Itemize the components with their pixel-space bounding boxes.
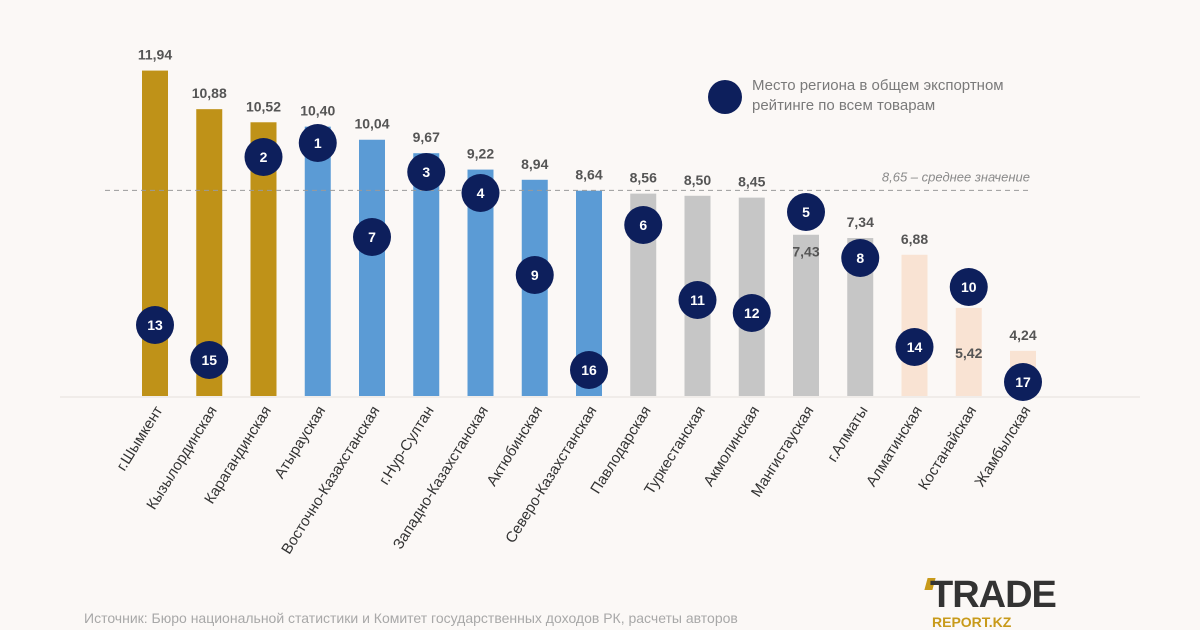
value-label: 8,45 bbox=[738, 174, 765, 190]
category-label: г.Алматы bbox=[824, 403, 872, 465]
category-label: Жамбылская bbox=[971, 403, 1034, 490]
rank-label: 5 bbox=[802, 204, 810, 220]
rank-marker bbox=[298, 124, 337, 162]
rank-label: 11 bbox=[690, 292, 705, 308]
bar bbox=[359, 139, 385, 396]
value-label: 10,04 bbox=[354, 116, 389, 132]
rank-label: 10 bbox=[961, 279, 977, 295]
category-label: Костанайская bbox=[915, 403, 980, 493]
rank-marker bbox=[787, 193, 825, 231]
value-label: 10,52 bbox=[246, 98, 281, 114]
category-label: г.Нур-Султан bbox=[376, 403, 438, 488]
bar bbox=[142, 70, 168, 397]
category-label: Западно-Казахстанская bbox=[390, 403, 492, 552]
value-label: 4,24 bbox=[1009, 327, 1036, 343]
rank-label: 9 bbox=[531, 267, 539, 283]
category-label: Восточно-Казахстанская bbox=[278, 403, 383, 557]
rank-marker bbox=[732, 294, 771, 332]
bar bbox=[901, 254, 928, 396]
value-label: 7,34 bbox=[847, 214, 874, 230]
bar bbox=[955, 307, 982, 396]
rank-label: 15 bbox=[201, 352, 217, 368]
rank-label: 13 bbox=[147, 317, 163, 333]
rank-label: 2 bbox=[260, 149, 268, 165]
bar bbox=[304, 126, 331, 396]
category-label: Актюбинская bbox=[484, 403, 547, 489]
value-label: 10,88 bbox=[192, 85, 227, 101]
value-label: 8,64 bbox=[575, 167, 602, 183]
logo: TRADE bbox=[930, 574, 1057, 616]
value-label: 5,42 bbox=[955, 345, 982, 361]
bar bbox=[413, 153, 440, 396]
source-note: Источник: Бюро национальной статистики и… bbox=[84, 610, 738, 626]
category-label: г.Шымкент bbox=[113, 403, 166, 474]
rank-label: 1 bbox=[314, 135, 322, 151]
rank-label: 12 bbox=[744, 305, 760, 321]
rank-label: 7 bbox=[368, 229, 376, 245]
rank-label: 17 bbox=[1015, 374, 1031, 390]
category-label: Северо-Казахстанская bbox=[502, 403, 600, 546]
value-label: 10,40 bbox=[300, 103, 335, 119]
category-label: Акмолинская bbox=[700, 403, 763, 489]
value-label: 9,67 bbox=[413, 129, 440, 145]
rank-marker bbox=[461, 174, 500, 212]
rank-marker bbox=[244, 138, 283, 176]
value-label: 8,56 bbox=[630, 170, 657, 186]
logo-subtitle: REPORT.KZ bbox=[932, 614, 1012, 630]
value-label: 11,94 bbox=[138, 47, 172, 63]
rank-marker bbox=[949, 268, 988, 306]
rank-label: 14 bbox=[907, 339, 923, 355]
value-label: 7,43 bbox=[792, 244, 819, 260]
rank-marker bbox=[136, 306, 174, 344]
rank-label: 4 bbox=[477, 185, 485, 201]
rank-marker bbox=[515, 256, 554, 294]
rank-marker bbox=[407, 153, 446, 191]
rank-label: 16 bbox=[581, 362, 597, 378]
rank-marker bbox=[1004, 363, 1042, 401]
rank-marker bbox=[353, 218, 391, 256]
rank-label: 8 bbox=[856, 250, 864, 266]
legend-marker-icon bbox=[708, 80, 742, 114]
value-label: 8,94 bbox=[521, 156, 548, 172]
legend: Место региона в общем экспортном рейтинг… bbox=[708, 76, 1062, 116]
rank-marker bbox=[570, 351, 608, 389]
value-label: 6,88 bbox=[901, 231, 928, 247]
mean-label: 8,65 – среднее значение bbox=[882, 169, 1030, 184]
bar bbox=[793, 234, 819, 396]
rank-marker bbox=[190, 341, 229, 379]
value-label: 8,50 bbox=[684, 172, 711, 188]
legend-label: Место региона в общем экспортном рейтинг… bbox=[752, 77, 1004, 114]
value-label: 9,22 bbox=[467, 146, 494, 162]
rank-marker bbox=[678, 281, 717, 319]
rank-marker bbox=[841, 239, 880, 277]
rank-label: 6 bbox=[639, 217, 647, 233]
rank-marker bbox=[624, 206, 663, 244]
category-label: Алматинская bbox=[863, 403, 926, 490]
rank-label: 3 bbox=[422, 164, 430, 180]
rank-marker bbox=[895, 328, 934, 366]
category-label: Атырауская bbox=[271, 403, 329, 482]
